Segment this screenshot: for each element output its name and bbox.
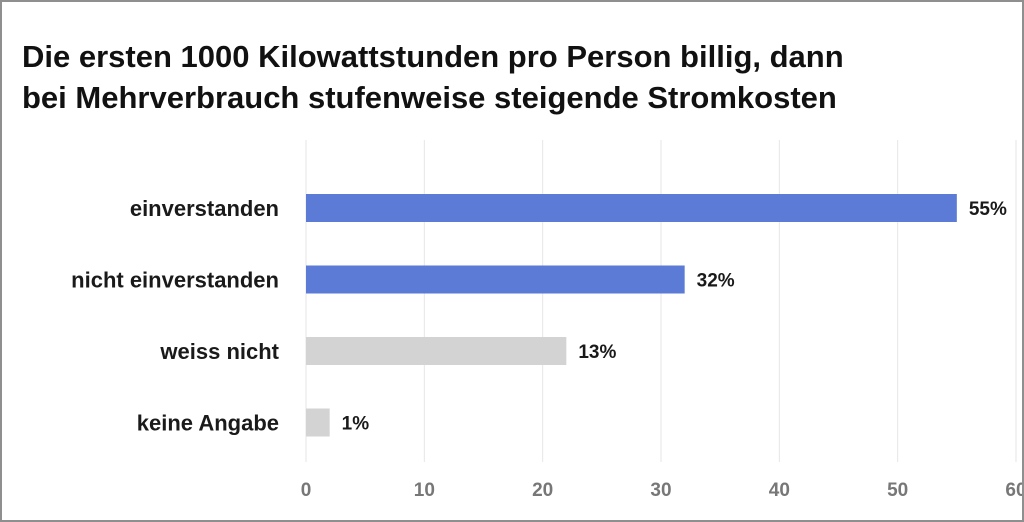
bar-0 [306, 194, 957, 222]
x-tick-label: 50 [887, 480, 908, 501]
x-tick-label: 30 [650, 480, 671, 501]
category-label: einverstanden [130, 196, 279, 221]
category-label: weiss nicht [159, 339, 279, 364]
category-label: keine Angabe [137, 411, 279, 436]
value-label: 55% [969, 199, 1007, 220]
bar-layer [306, 194, 957, 437]
bar-2 [306, 337, 567, 365]
x-tick-label: 60 [1005, 480, 1022, 501]
x-tick-label: 10 [414, 480, 435, 501]
x-tick-label: 0 [301, 480, 312, 501]
value-label: 1% [342, 414, 370, 435]
chart-title-line-2: bei Mehrverbrauch stufenweise steigende … [22, 80, 837, 115]
x-axis-ticks: 0 10 20 30 40 50 60 [301, 480, 1022, 501]
x-tick-label: 20 [532, 480, 553, 501]
bar-3 [306, 408, 330, 437]
category-label: nicht einverstanden [71, 268, 279, 293]
label-layer: einverstanden 55% nicht einverstanden 32% we… [71, 196, 1007, 436]
x-tick-label: 40 [769, 480, 790, 501]
value-label: 13% [578, 342, 616, 363]
grid-layer [305, 140, 1017, 462]
chart-title-line-1: Die ersten 1000 Kilowattstunden pro Pers… [22, 39, 844, 74]
value-label: 32% [697, 271, 735, 292]
chart-title: Die ersten 1000 Kilowattstunden pro Pers… [22, 36, 1012, 118]
bar-1 [306, 265, 685, 294]
